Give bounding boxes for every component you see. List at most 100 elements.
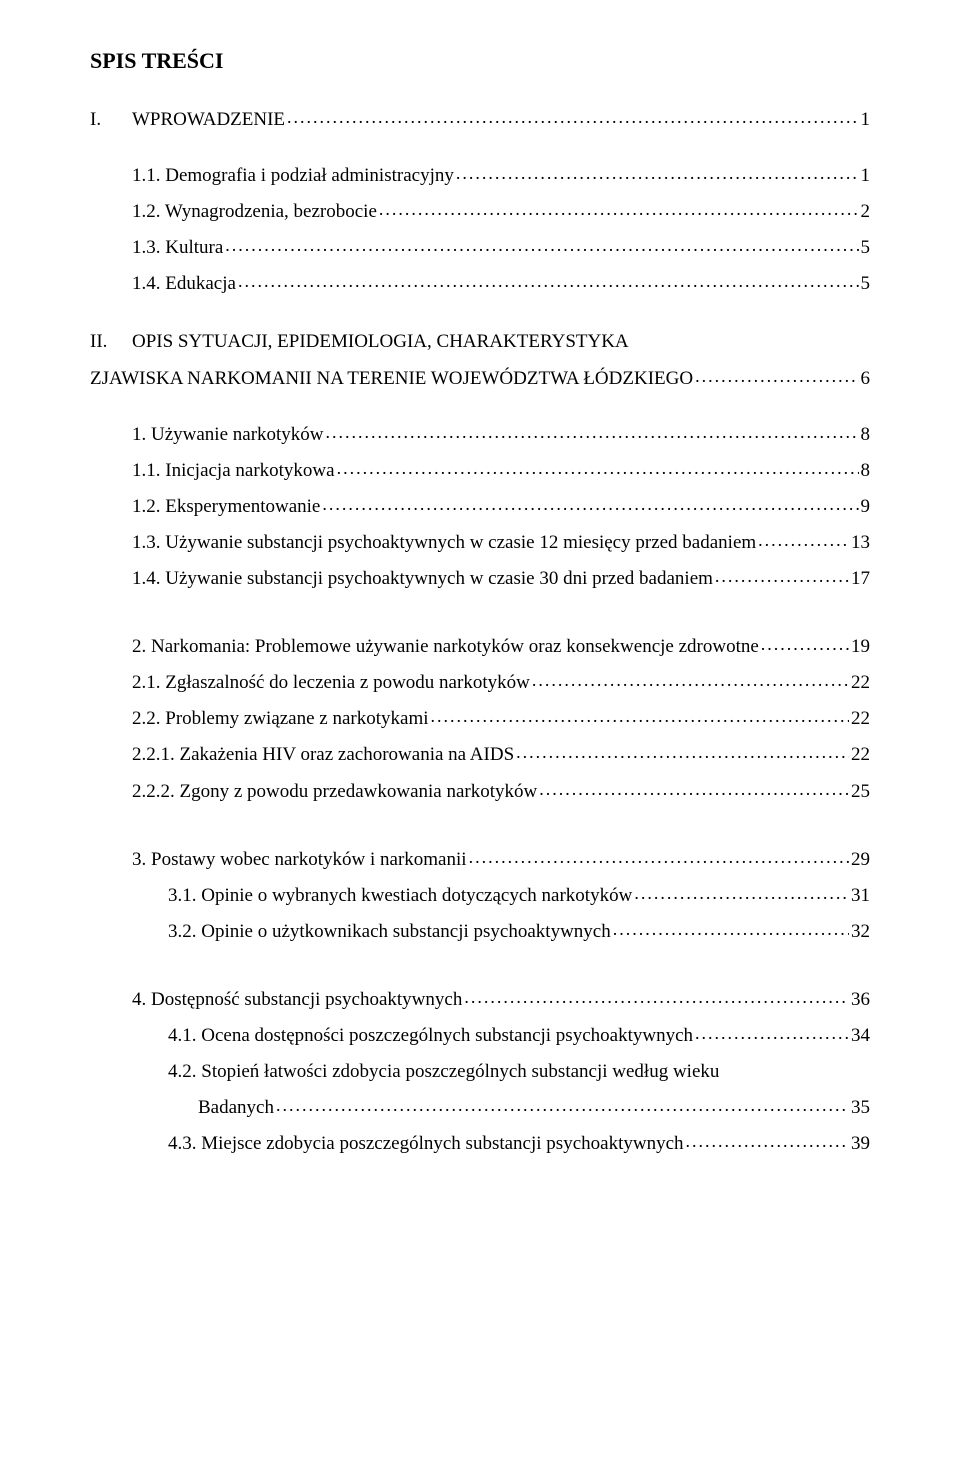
item-num: 2.2.2. (132, 781, 175, 802)
item-label: Wynagrodzenia, bezrobocie (165, 201, 377, 222)
leader-dots (695, 1016, 849, 1052)
page-title: SPIS TREŚCI (90, 48, 870, 74)
page-number: 1 (861, 102, 871, 138)
page-number: 22 (851, 701, 870, 737)
page-number: 9 (861, 489, 871, 525)
leader-dots (225, 228, 858, 264)
item-num: 4.2. (168, 1061, 197, 1082)
roman-numeral: II. (90, 324, 132, 360)
item-num: 1.4. (132, 568, 161, 589)
toc-section-ii: II.OPIS SYTUACJI, EPIDEMIOLOGIA, CHARAKT… (90, 324, 870, 396)
toc-item: 1. Używanie narkotyków 8 (132, 417, 870, 453)
item-label: Narkomania: Problemowe używanie narkotyk… (151, 636, 759, 657)
page-number: 39 (851, 1126, 870, 1162)
item-label: Kultura (165, 237, 223, 258)
page-number: 32 (851, 914, 870, 950)
item-num: 1. (132, 424, 146, 445)
item-num: 4. (132, 989, 146, 1010)
leader-dots (613, 912, 849, 948)
item-num: 3.1. (168, 885, 197, 906)
page-number: 22 (851, 737, 870, 773)
page-number: 19 (851, 629, 870, 665)
item-label: Opinie o użytkownikach substancji psycho… (201, 921, 610, 942)
item-label: Używanie narkotyków (151, 424, 324, 445)
page-number: 34 (851, 1018, 870, 1054)
toc-item: 2.2.1. Zakażenia HIV oraz zachorowania n… (132, 737, 870, 773)
leader-dots (469, 840, 849, 876)
leader-dots (761, 627, 849, 663)
item-num: 2.1. (132, 672, 161, 693)
leader-dots (532, 663, 849, 699)
item-num: 1.2. (132, 496, 161, 517)
leader-dots (464, 980, 849, 1016)
toc-item: 1.2. Eksperymentowanie 9 (132, 489, 870, 525)
toc-section-i: I.WPROWADZENIE 1 (90, 102, 870, 138)
toc-item: 2.2.2. Zgony z powodu przedawkowania nar… (132, 774, 870, 810)
item-label: Zgony z powodu przedawkowania narkotyków (180, 781, 538, 802)
page-number: 6 (861, 361, 871, 397)
item-num: 2. (132, 636, 146, 657)
item-label: Dostępność substancji psychoaktywnych (151, 989, 462, 1010)
toc-item: 2.1. Zgłaszalność do leczenia z powodu n… (132, 665, 870, 701)
item-num: 4.1. (168, 1025, 197, 1046)
item-label: Zgłaszalność do leczenia z powodu narkot… (165, 672, 530, 693)
page-number: 31 (851, 878, 870, 914)
item-num: 1.3. (132, 532, 161, 553)
item-label: Zakażenia HIV oraz zachorowania na AIDS (180, 744, 515, 765)
item-num: 2.2.1. (132, 744, 175, 765)
leader-dots (276, 1088, 849, 1124)
leader-dots (431, 699, 849, 735)
toc-item: 1.4. Używanie substancji psychoaktywnych… (132, 561, 870, 597)
page-number: 5 (861, 266, 871, 302)
item-num: 2.2. (132, 708, 161, 729)
leader-dots (758, 523, 849, 559)
item-label: Problemy związane z narkotykami (165, 708, 428, 729)
item-label: Używanie substancji psychoaktywnych w cz… (165, 568, 713, 589)
leader-dots (287, 100, 858, 136)
item-label: Stopień łatwości zdobycia poszczególnych… (201, 1061, 719, 1082)
toc-item: 3. Postawy wobec narkotyków i narkomanii… (132, 842, 870, 878)
item-label-wrap: Badanych (198, 1090, 274, 1126)
item-label: Ocena dostępności poszczególnych substan… (201, 1025, 693, 1046)
leader-dots (695, 359, 858, 395)
page-number: 25 (851, 774, 870, 810)
leader-dots (516, 735, 849, 771)
item-num: 1.2. (132, 201, 161, 222)
toc-item: 4.3. Miejsce zdobycia poszczególnych sub… (168, 1126, 870, 1162)
item-num: 3.2. (168, 921, 197, 942)
toc-item: 1.3. Używanie substancji psychoaktywnych… (132, 525, 870, 561)
item-label: Inicjacja narkotykowa (165, 460, 334, 481)
item-label: Demografia i podział administracyjny (165, 165, 454, 186)
toc-item: 1.1. Demografia i podział administracyjn… (132, 158, 870, 194)
toc-item: 2.2. Problemy związane z narkotykami 22 (132, 701, 870, 737)
page-number: 2 (861, 194, 871, 230)
toc-item: 3.2. Opinie o użytkownikach substancji p… (168, 914, 870, 950)
toc-item: 1.2. Wynagrodzenia, bezrobocie 2 (132, 194, 870, 230)
leader-dots (326, 415, 859, 451)
section-label: WPROWADZENIE (132, 109, 285, 130)
page-number: 36 (851, 982, 870, 1018)
leader-dots (634, 876, 849, 912)
leader-dots (337, 451, 859, 487)
page-number: 17 (851, 561, 870, 597)
leader-dots (715, 559, 849, 595)
toc-item: 2. Narkomania: Problemowe używanie narko… (132, 629, 870, 665)
section-label-line1: OPIS SYTUACJI, EPIDEMIOLOGIA, CHARAKTERY… (132, 331, 629, 352)
page-number: 22 (851, 665, 870, 701)
page-number: 13 (851, 525, 870, 561)
item-num: 3. (132, 849, 146, 870)
page-number: 29 (851, 842, 870, 878)
leader-dots (539, 772, 849, 808)
leader-dots (379, 192, 859, 228)
item-num: 1.1. (132, 165, 161, 186)
item-label: Opinie o wybranych kwestiach dotyczących… (201, 885, 632, 906)
leader-dots (322, 487, 858, 523)
page-number: 1 (861, 158, 871, 194)
item-label: Eksperymentowanie (165, 496, 320, 517)
page-number: 35 (851, 1090, 870, 1126)
item-label: Miejsce zdobycia poszczególnych substanc… (201, 1133, 683, 1154)
page-number: 5 (861, 230, 871, 266)
toc-item: 1.1. Inicjacja narkotykowa 8 (132, 453, 870, 489)
leader-dots (238, 264, 859, 300)
item-num: 4.3. (168, 1133, 197, 1154)
